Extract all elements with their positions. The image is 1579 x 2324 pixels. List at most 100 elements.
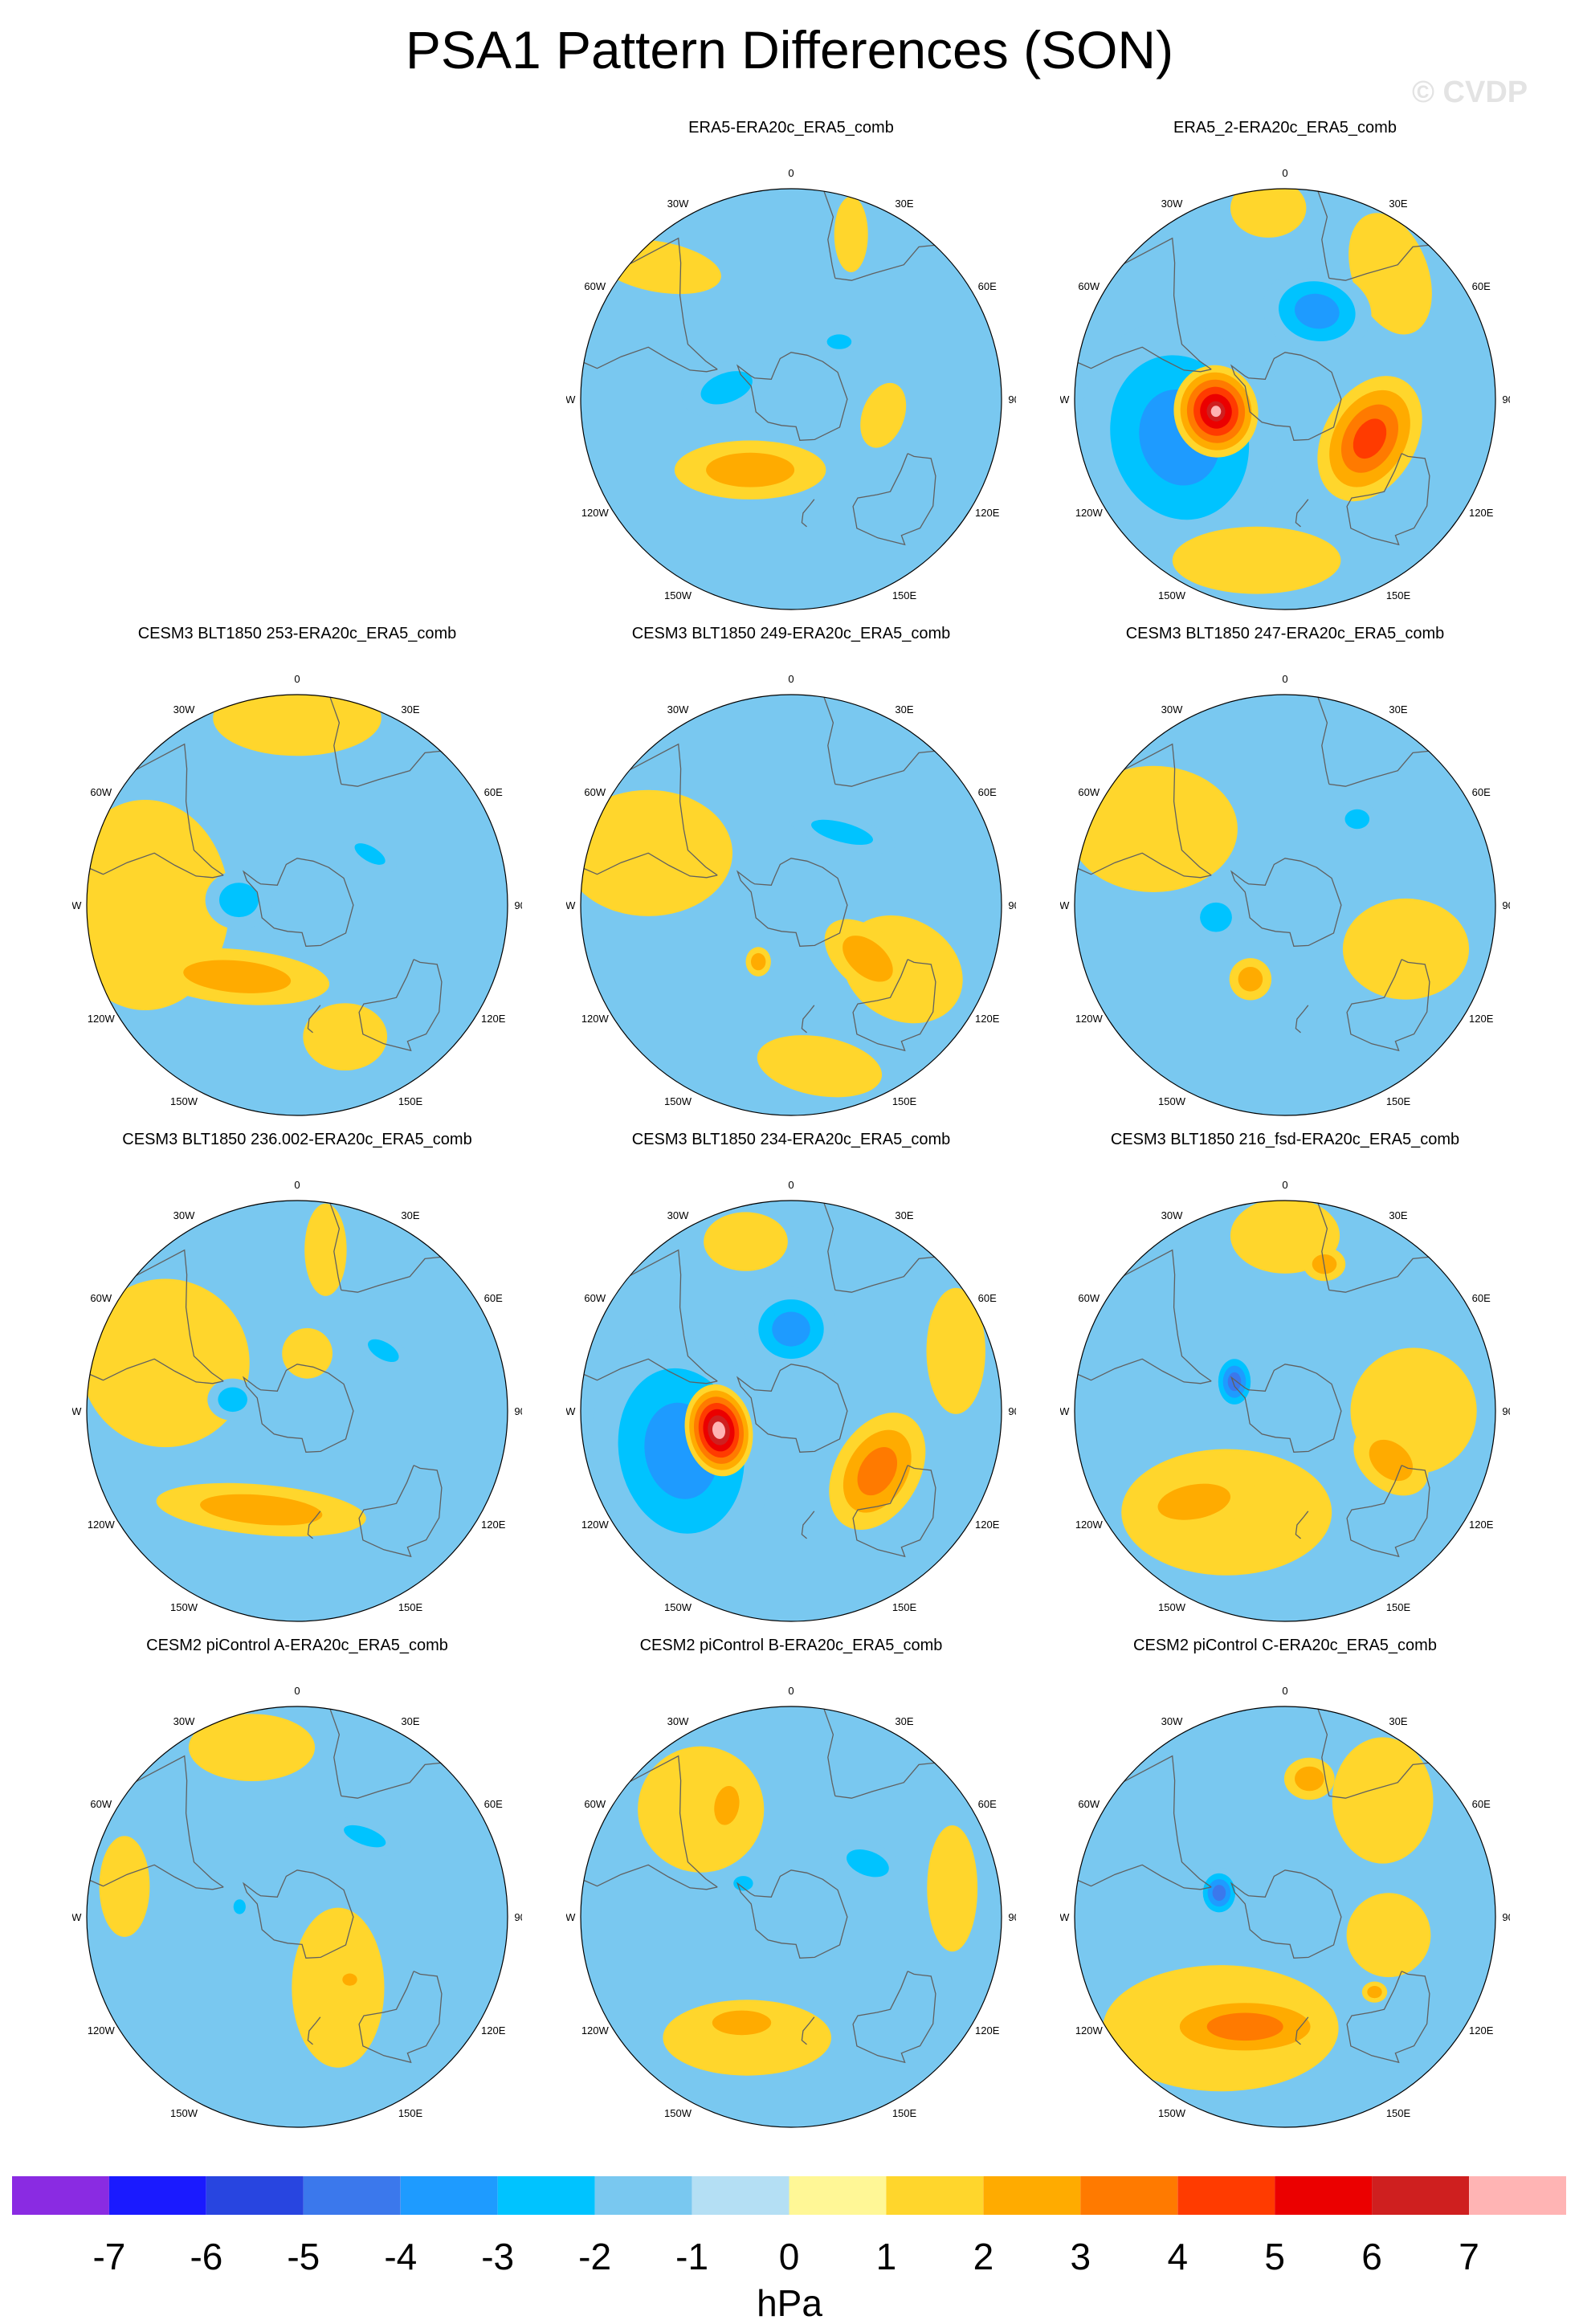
colorbar-tick-label: -4: [384, 2236, 417, 2277]
colorbar-box: [303, 2176, 401, 2215]
panel-title: CESM3 BLT1850 216_fsd-ERA20c_ERA5_comb: [1110, 1131, 1460, 1148]
positive-contour: [927, 1825, 978, 1952]
positive-contour: [1367, 1986, 1382, 1999]
coastline: [307, 1005, 321, 1034]
panel-title: CESM3 BLT1850 236.002-ERA20c_ERA5_comb: [122, 1131, 472, 1148]
coastline: [1295, 1511, 1309, 1539]
positive-contour: [581, 789, 732, 916]
longitude-label: 30W: [173, 703, 195, 716]
positive-contour: [860, 382, 907, 448]
positive-contour: [1230, 189, 1307, 238]
longitude-label: 150E: [892, 1095, 917, 1107]
longitude-label: 60W: [90, 1798, 112, 1810]
longitude-label: 120E: [481, 2024, 506, 2037]
coastline: [242, 858, 354, 947]
longitude-label: 150E: [1386, 1601, 1411, 1613]
longitude-label: 60E: [1472, 1292, 1491, 1304]
coastline: [1295, 499, 1309, 528]
colorbar-box: [1080, 2176, 1178, 2215]
longitude-label: 150E: [892, 2107, 917, 2119]
negative-contour: [218, 1387, 247, 1413]
coastline: [1230, 352, 1342, 441]
coastline: [1077, 1864, 1212, 1890]
coastline: [329, 1708, 342, 1796]
panel-title: CESM3 BLT1850 253-ERA20c_ERA5_comb: [137, 625, 457, 642]
longitude-label: 60W: [1078, 1292, 1100, 1304]
longitude-label: 60E: [484, 1292, 503, 1304]
longitude-label: 120W: [1075, 2024, 1104, 2037]
coastline: [629, 1249, 718, 1382]
longitude-label: 0: [1282, 167, 1287, 179]
map-border: [1074, 694, 1496, 1116]
colorbar-box: [1469, 2176, 1566, 2215]
polar-map: 030E60E90E120E150E180150W120W90W60W30W: [566, 167, 1016, 610]
negative-contour: [700, 371, 753, 405]
longitude-label: 120E: [481, 1519, 506, 1531]
positive-contour: [292, 1907, 385, 2068]
panel-title: CESM3 BLT1850 247-ERA20c_ERA5_comb: [1125, 625, 1445, 642]
negative-contour: [1344, 809, 1370, 830]
positive-contour: [303, 1003, 388, 1070]
polar-map: 030E60E90E120E150E180150W120W90W60W30W: [1060, 1179, 1510, 1622]
longitude-label: 30E: [401, 1715, 419, 1727]
positive-contour: [1342, 898, 1470, 1000]
longitude-label: 30W: [173, 1715, 195, 1727]
longitude-label: 150E: [398, 1601, 423, 1613]
longitude-label: 30W: [667, 1209, 689, 1221]
panel-title: CESM2 piControl B-ERA20c_ERA5_comb: [639, 1637, 943, 1654]
longitude-label: 30E: [895, 703, 913, 716]
negative-contour: [1200, 902, 1232, 932]
longitude-label: 90E: [1008, 393, 1016, 406]
coastline: [1328, 1762, 1429, 1799]
coastline: [834, 244, 935, 281]
negative-contour: [368, 1339, 399, 1363]
coastline: [1077, 1358, 1212, 1384]
longitude-label: 120W: [88, 1519, 116, 1531]
coastline: [823, 1708, 836, 1796]
coastline: [1123, 1755, 1212, 1888]
coastline: [801, 2016, 815, 2045]
coastline: [329, 696, 342, 785]
longitude-label: 150E: [398, 1095, 423, 1107]
coastline: [1123, 237, 1212, 370]
longitude-label: 150E: [1386, 589, 1411, 601]
positive-contour: [188, 1714, 316, 1781]
positive-contour: [1295, 1766, 1324, 1792]
longitude-label: 90W: [72, 1911, 82, 1923]
positive-contour: [1075, 765, 1238, 892]
coastline: [1317, 190, 1330, 279]
negative-contour: [219, 883, 259, 918]
longitude-label: 90E: [514, 1405, 522, 1417]
coastline: [1295, 2016, 1309, 2045]
coastline: [1328, 244, 1429, 281]
longitude-label: 120E: [975, 507, 1000, 519]
coastline: [801, 499, 815, 528]
coastline: [1317, 1708, 1330, 1796]
longitude-label: 30W: [1161, 1715, 1183, 1727]
panel-title: CESM3 BLT1850 234-ERA20c_ERA5_comb: [631, 1131, 951, 1148]
coastline: [852, 959, 936, 1052]
colorbar-box: [12, 2176, 109, 2215]
longitude-label: 60W: [90, 1292, 112, 1304]
longitude-label: 150W: [1158, 589, 1186, 601]
longitude-label: 60E: [978, 786, 997, 798]
coastline: [329, 1202, 342, 1290]
coastline: [307, 2016, 321, 2045]
longitude-label: 60W: [1078, 280, 1100, 292]
coastline: [834, 1762, 935, 1799]
coastline: [583, 1864, 718, 1890]
polar-map: 030E60E90E120E150E180150W120W90W60W30W: [72, 673, 522, 1116]
coastline: [341, 1762, 441, 1799]
longitude-label: 60W: [1078, 1798, 1100, 1810]
map-border: [580, 188, 1002, 610]
map-border: [580, 1200, 1002, 1622]
coastline: [834, 750, 935, 787]
positive-contour: [282, 1327, 333, 1379]
longitude-label: 90W: [566, 899, 576, 911]
positive-contour: [1157, 1483, 1231, 1520]
longitude-label: 30E: [895, 1209, 913, 1221]
coastline: [629, 743, 718, 876]
map-border: [86, 1200, 508, 1622]
coastline: [629, 1755, 718, 1888]
longitude-label: 60E: [484, 1798, 503, 1810]
